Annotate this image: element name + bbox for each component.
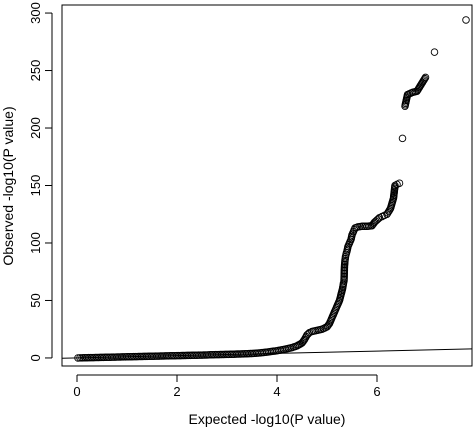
- data-point: [303, 331, 311, 339]
- y-tick-label: 150: [28, 175, 43, 197]
- data-point: [373, 216, 381, 224]
- x-tick-label: 6: [373, 384, 380, 399]
- data-point: [398, 134, 407, 143]
- data-point: [462, 16, 470, 24]
- x-tick-label: 2: [173, 384, 180, 399]
- x-tick-label: 0: [73, 384, 80, 399]
- y-tick-label: 0: [28, 354, 43, 361]
- y-tick-label: 300: [28, 2, 43, 24]
- data-points: [74, 16, 470, 362]
- x-axis-label: Expected -log10(P value): [189, 411, 346, 427]
- data-point: [299, 338, 307, 346]
- plot-area-frame: [61, 4, 473, 367]
- data-point: [391, 181, 399, 190]
- data-point: [430, 48, 439, 56]
- x-tick-label: 4: [273, 384, 280, 399]
- data-point: [421, 73, 430, 82]
- data-point: [420, 74, 429, 83]
- y-axis: 0 50 100 150 200 250 300: [28, 2, 53, 362]
- y-tick-label: 50: [28, 293, 43, 307]
- y-tick-label: 200: [28, 117, 43, 139]
- data-point: [74, 354, 82, 362]
- y-axis-label: Observed -log10(P value): [0, 106, 16, 265]
- y-tick-label: 100: [28, 232, 43, 254]
- y-tick-label: 250: [28, 60, 43, 82]
- x-axis: 0 2 4 6: [73, 374, 381, 399]
- data-point: [395, 179, 404, 187]
- data-point: [374, 215, 383, 223]
